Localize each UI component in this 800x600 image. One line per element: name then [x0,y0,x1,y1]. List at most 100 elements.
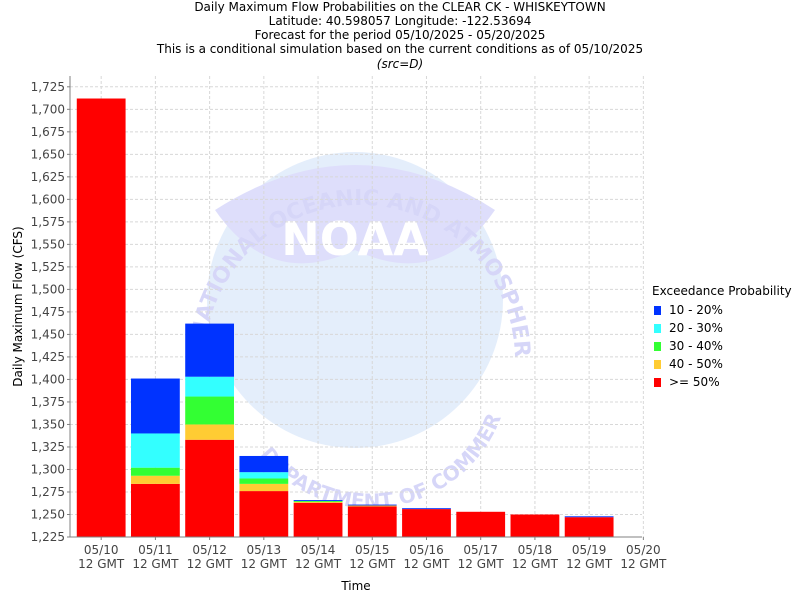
y-tick-label: 1,275 [31,485,65,499]
y-tick-label: 1,250 [31,507,65,521]
y-tick-label: 1,600 [31,192,65,206]
bar-segment [185,323,235,377]
x-tick-label: 05/10 [84,543,119,557]
legend-swatch [654,323,661,333]
x-tick-sublabel: 12 GMT [620,557,667,571]
y-tick-label: 1,450 [31,327,65,341]
bar-segment [347,506,397,537]
bar-segment [456,511,506,537]
y-tick-label: 1,225 [31,530,65,544]
legend-label: >= 50% [669,375,720,389]
bar-segment [402,509,451,537]
x-tick-label: 05/20 [626,543,661,557]
bar-segment [293,502,343,537]
legend-item: 10 - 20% [652,301,792,319]
y-tick-label: 1,725 [31,80,65,94]
bar-segment [76,98,126,537]
x-tick-sublabel: 12 GMT [512,557,559,571]
x-tick-label: 05/11 [138,543,173,557]
legend-title: Exceedance Probability [652,284,792,298]
bar-segment [239,491,289,537]
x-tick-sublabel: 12 GMT [187,557,234,571]
chart-title-line-1: Daily Maximum Flow Probabilities on the … [194,0,606,14]
bar-segment [130,467,180,476]
bar-segment [130,483,180,537]
x-tick-label: 05/16 [409,543,444,557]
bar-segment [347,504,397,506]
y-tick-label: 1,375 [31,395,65,409]
legend-item: 20 - 30% [652,319,792,337]
legend-label: 40 - 50% [669,357,723,371]
y-tick-label: 1,575 [31,215,65,229]
bar-segment [239,455,289,473]
y-tick-label: 1,300 [31,462,65,476]
legend-item: >= 50% [652,373,792,391]
chart-legend: Exceedance Probability 10 - 20% 20 - 30% 3… [652,284,792,391]
x-tick-label: 05/19 [572,543,607,557]
x-tick-sublabel: 12 GMT [78,557,125,571]
bar-segment [185,439,235,537]
chart-title-line-3: Forecast for the period 05/10/2025 - 05/… [254,28,546,42]
bar-segment [293,500,343,501]
x-tick-label: 05/15 [355,543,390,557]
bar-segment [130,475,180,484]
chart-title-line-4: This is a conditional simulation based o… [156,42,644,56]
legend-label: 20 - 30% [669,321,723,335]
legend-item: 30 - 40% [652,337,792,355]
legend-item: 40 - 50% [652,355,792,373]
x-tick-sublabel: 12 GMT [349,557,396,571]
y-tick-label: 1,550 [31,237,65,251]
x-tick-label: 05/13 [247,543,282,557]
bar-segment [130,378,180,434]
y-tick-label: 1,475 [31,305,65,319]
y-tick-label: 1,625 [31,170,65,184]
y-tick-label: 1,525 [31,260,65,274]
x-tick-sublabel: 12 GMT [241,557,288,571]
legend-label: 30 - 40% [669,339,723,353]
chart-subtitle: (src=D) [376,57,424,71]
bar-segment [239,478,289,484]
bar-segment [239,472,289,479]
x-tick-label: 05/17 [463,543,498,557]
x-tick-sublabel: 12 GMT [458,557,505,571]
x-tick-sublabel: 12 GMT [132,557,179,571]
legend-swatch [654,359,661,369]
bar-segment [185,396,235,425]
bar-segment [293,501,343,503]
bar-segment [564,517,614,537]
noaa-bird-icon [215,165,495,264]
x-tick-label: 05/14 [301,543,336,557]
bar-segment [564,516,614,518]
y-tick-label: 1,500 [31,282,65,296]
x-axis-label: Time [340,579,370,593]
bar-segment [347,505,397,507]
y-tick-label: 1,350 [31,417,65,431]
legend-swatch [654,305,661,315]
y-tick-label: 1,700 [31,102,65,116]
legend-swatch [654,377,661,387]
x-tick-sublabel: 12 GMT [566,557,613,571]
chart-title-line-2: Latitude: 40.598057 Longitude: -122.5369… [268,14,532,28]
noaa-logo-text: NOAA [281,212,429,266]
legend-swatch [654,341,661,351]
legend-label: 10 - 20% [669,303,723,317]
bar-segment [239,483,289,492]
x-tick-sublabel: 12 GMT [295,557,342,571]
bar-segment [510,514,560,537]
bar-segment [402,508,451,510]
bar-segment [130,433,180,468]
bar-segment [293,500,343,502]
x-tick-sublabel: 12 GMT [403,557,450,571]
y-tick-label: 1,400 [31,372,65,386]
y-tick-label: 1,425 [31,350,65,364]
bar-segment [185,424,235,440]
bar-segment [185,376,235,397]
x-tick-label: 05/12 [192,543,227,557]
y-tick-label: 1,650 [31,147,65,161]
y-axis-label: Daily Maximum Flow (CFS) [11,226,25,386]
noaa-globe-icon [207,152,503,448]
x-tick-label: 05/18 [518,543,553,557]
y-tick-label: 1,325 [31,440,65,454]
y-tick-label: 1,675 [31,125,65,139]
